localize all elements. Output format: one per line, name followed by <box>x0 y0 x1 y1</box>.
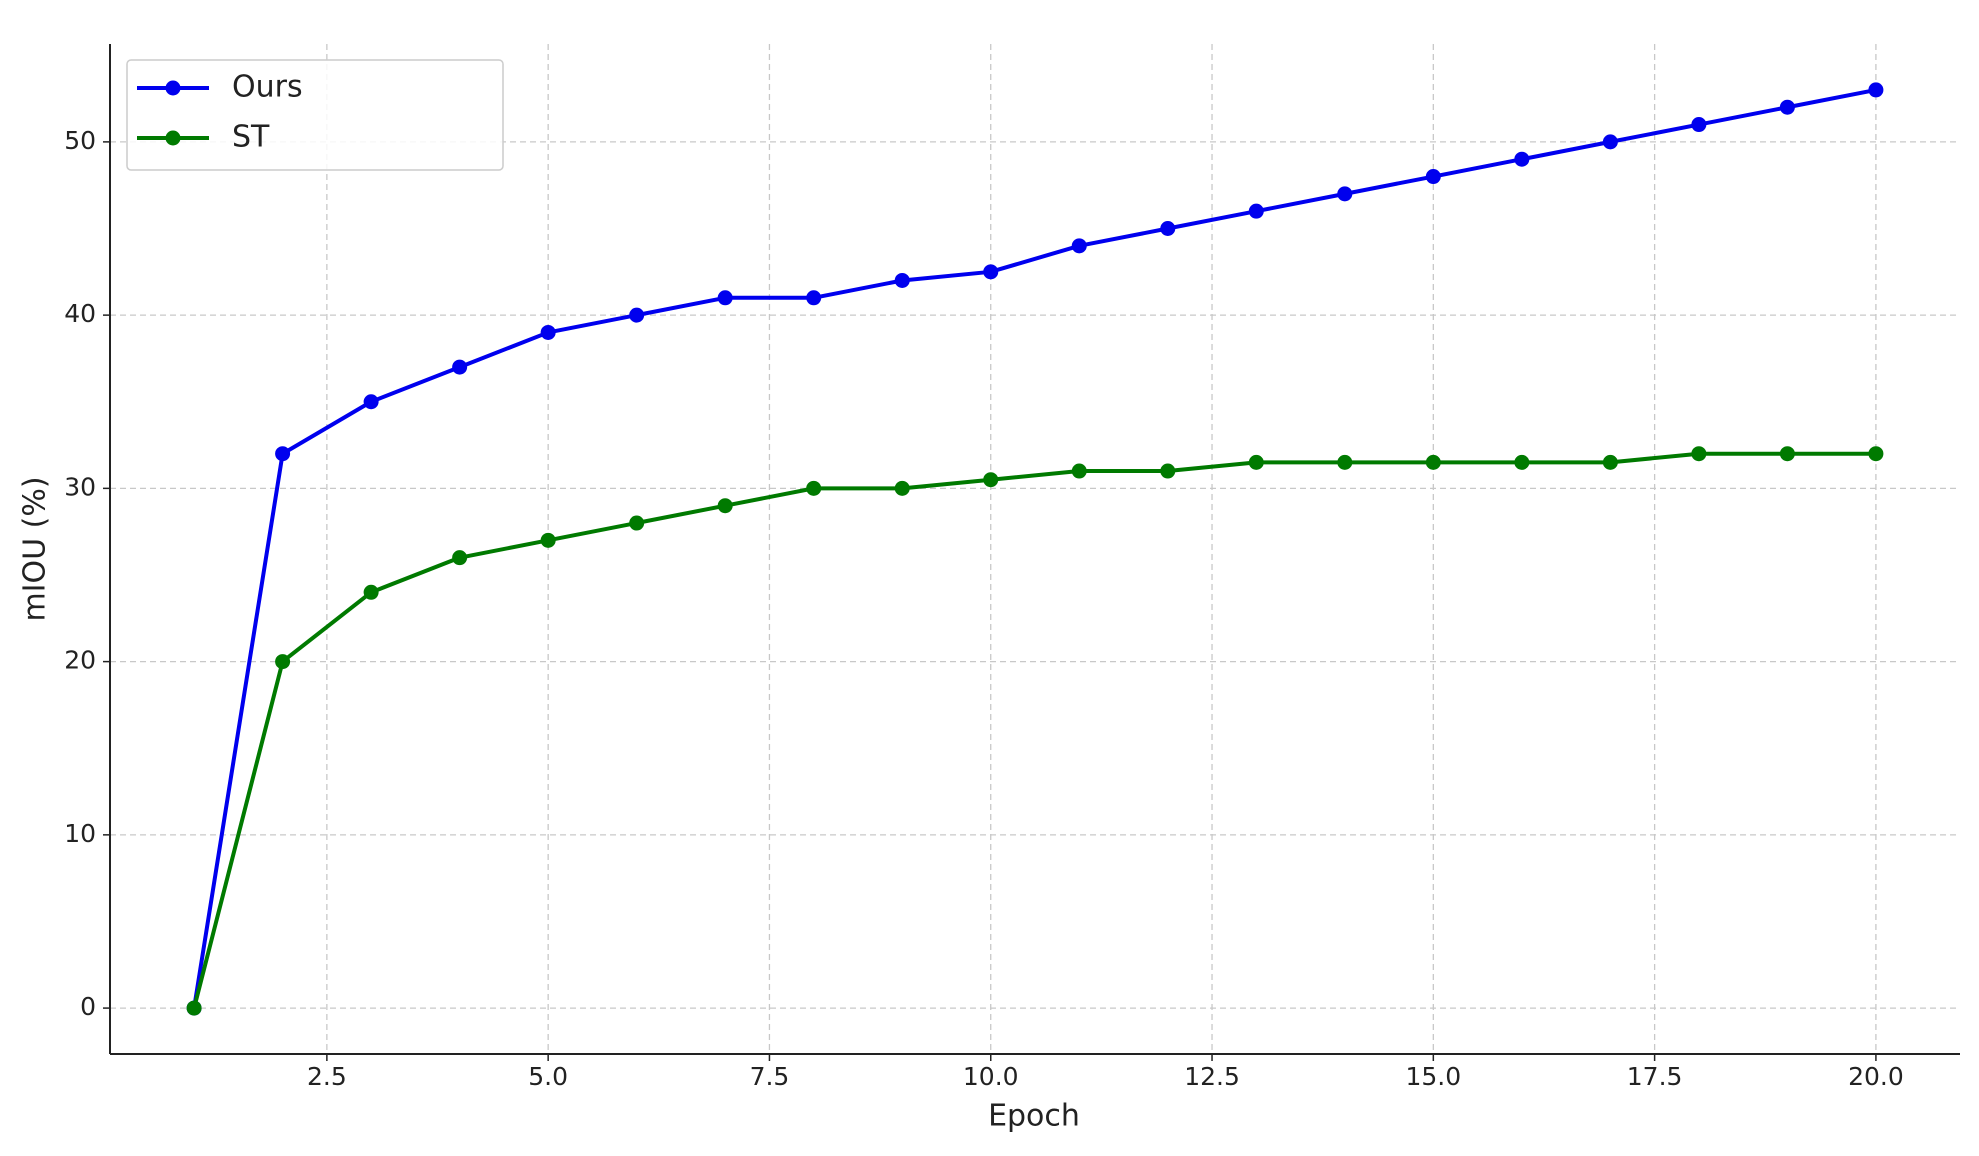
y-tick-label: 20 <box>64 646 96 675</box>
point <box>1868 82 1884 98</box>
x-axis-label: Epoch <box>988 1099 1080 1134</box>
point <box>275 446 291 462</box>
point <box>1248 203 1264 219</box>
y-tick-label: 40 <box>64 299 96 328</box>
point <box>806 290 822 306</box>
x-tick-label: 5.0 <box>528 1062 568 1091</box>
point <box>806 480 822 496</box>
point <box>540 532 556 548</box>
point <box>1602 454 1618 470</box>
point <box>1248 454 1264 470</box>
point <box>894 272 910 288</box>
point <box>1868 446 1884 462</box>
point <box>452 359 468 375</box>
y-tick-label: 30 <box>64 472 96 501</box>
point <box>717 290 733 306</box>
point <box>629 307 645 323</box>
y-tick-label: 0 <box>80 992 96 1021</box>
point <box>1779 99 1795 115</box>
x-tick-label: 2.5 <box>307 1062 347 1091</box>
point <box>1071 463 1087 479</box>
legend-marker <box>165 130 181 146</box>
point <box>1160 463 1176 479</box>
point <box>1337 454 1353 470</box>
point <box>1425 454 1441 470</box>
x-tick-label: 10.0 <box>963 1062 1019 1091</box>
y-axis-label: mIOU (%) <box>18 476 53 621</box>
point <box>1602 134 1618 150</box>
point <box>452 550 468 566</box>
point <box>1779 446 1795 462</box>
legend-box <box>126 59 504 171</box>
point <box>1691 117 1707 133</box>
x-tick-label: 12.5 <box>1184 1062 1240 1091</box>
legend-marker <box>165 80 181 96</box>
point <box>1514 454 1530 470</box>
point <box>717 498 733 514</box>
point <box>186 1000 202 1016</box>
point <box>894 480 910 496</box>
point <box>363 394 379 410</box>
x-tick-label: 17.5 <box>1627 1062 1683 1091</box>
series-line <box>192 451 1876 1009</box>
point <box>540 324 556 340</box>
point <box>1337 186 1353 202</box>
point <box>983 472 999 488</box>
point <box>363 584 379 600</box>
y-tick-label: 50 <box>64 126 96 155</box>
legend-label: Ours <box>232 70 303 105</box>
x-tick-label: 7.5 <box>750 1062 790 1091</box>
x-tick-label: 20.0 <box>1848 1062 1904 1091</box>
point <box>1691 446 1707 462</box>
y-tick-label: 10 <box>64 819 96 848</box>
point <box>1425 169 1441 185</box>
point <box>1160 221 1176 237</box>
point <box>1071 238 1087 254</box>
series-line <box>192 87 1877 1009</box>
legend-label: ST <box>232 120 270 155</box>
point <box>1514 151 1530 167</box>
point <box>629 515 645 531</box>
x-tick-label: 15.0 <box>1405 1062 1461 1091</box>
point <box>275 654 291 670</box>
point <box>983 264 999 280</box>
